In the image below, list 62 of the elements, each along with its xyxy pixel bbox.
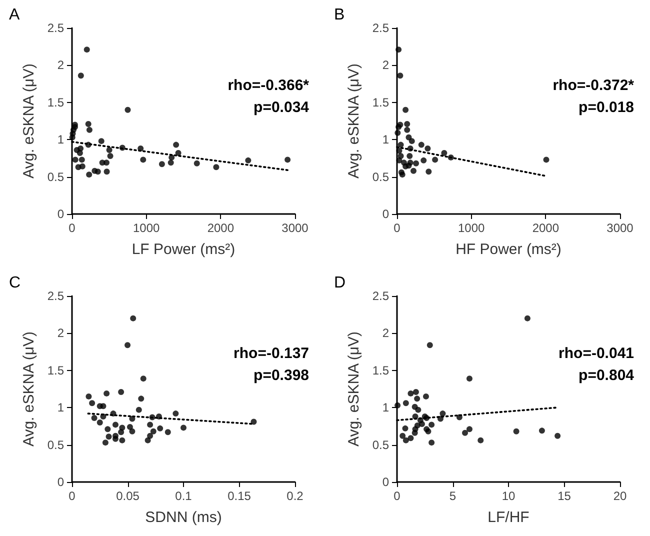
annotation: p=0.034: [254, 99, 310, 116]
x-tick-label: 0.05: [116, 489, 140, 503]
x-tick-label: 10: [502, 489, 516, 503]
y-tick-label: 2: [57, 326, 64, 340]
x-tick-label: 1000: [458, 221, 486, 235]
y-axis-title: Avg. eSKNA (μV): [20, 331, 38, 447]
y-tick-label: 2: [382, 58, 390, 72]
y-tick-label: 0: [57, 207, 64, 221]
x-tick-label: 20: [613, 489, 627, 503]
x-tick-label: 0.2: [286, 489, 304, 503]
x-tick-label: 2000: [532, 221, 560, 235]
x-axis-title: LF Power (ms²): [132, 241, 236, 258]
y-tick-label: 0: [382, 475, 390, 489]
y-tick-label: 0.5: [372, 438, 390, 452]
y-axis-title: Avg. eSKNA (μV): [20, 63, 38, 179]
y-tick-label: 0.5: [47, 438, 64, 452]
x-tick-label: 0: [68, 221, 76, 235]
y-tick-label: 2: [57, 58, 64, 72]
x-tick-label: 5: [449, 489, 456, 503]
x-tick-label: 0: [394, 489, 401, 503]
y-tick-label: 1: [382, 132, 390, 147]
y-tick-label: 1: [382, 400, 390, 415]
x-tick-label: 0.15: [228, 489, 252, 503]
annotation: rho=-0.137: [234, 345, 310, 362]
y-tick-label: 1.5: [372, 363, 390, 378]
x-tick-label: 1000: [132, 221, 160, 235]
x-tick-label: 0: [394, 221, 401, 235]
y-tick-label: 1: [57, 400, 64, 415]
y-tick-label: 0.5: [372, 170, 390, 184]
y-tick-label: 0.5: [47, 170, 64, 184]
annotation: p=0.018: [578, 99, 634, 116]
chart-title: A: [9, 6, 20, 24]
y-tick-label: 1: [57, 132, 64, 147]
y-tick-label: 2.5: [47, 21, 64, 35]
x-tick-label: 0.1: [175, 489, 192, 503]
x-tick-label: 3000: [282, 221, 309, 235]
annotation: rho=-0.041: [558, 345, 634, 362]
y-axis-title: Avg. eSKNA (μV): [345, 331, 362, 447]
y-tick-label: 1.5: [47, 363, 64, 378]
annotation: rho=-0.372*: [552, 77, 634, 94]
annotation: rho=-0.366*: [228, 77, 310, 94]
y-tick-label: 1.5: [372, 95, 390, 110]
y-tick-label: 1.5: [47, 95, 64, 110]
x-axis-title: LF/HF: [488, 509, 530, 526]
chart-title: B: [334, 6, 345, 24]
y-axis-title: Avg. eSKNA (μV): [345, 63, 362, 179]
annotation: p=0.398: [254, 367, 310, 384]
x-axis-title: HF Power (ms²): [456, 241, 562, 258]
y-tick-label: 2.5: [47, 289, 64, 303]
x-tick-label: 2000: [207, 221, 234, 235]
chart-title: C: [9, 274, 21, 292]
annotation: p=0.804: [578, 367, 635, 384]
y-tick-label: 0: [57, 475, 64, 489]
y-tick-label: 2: [382, 326, 390, 340]
x-tick-label: 15: [558, 489, 572, 503]
x-tick-label: 3000: [606, 221, 634, 235]
y-tick-label: 0: [382, 207, 390, 221]
chart-title: D: [334, 274, 346, 292]
x-axis-title: SDNN (ms): [145, 509, 222, 526]
x-tick-label: 0: [68, 489, 76, 503]
y-tick-label: 2.5: [372, 289, 390, 303]
y-tick-label: 2.5: [372, 21, 390, 35]
